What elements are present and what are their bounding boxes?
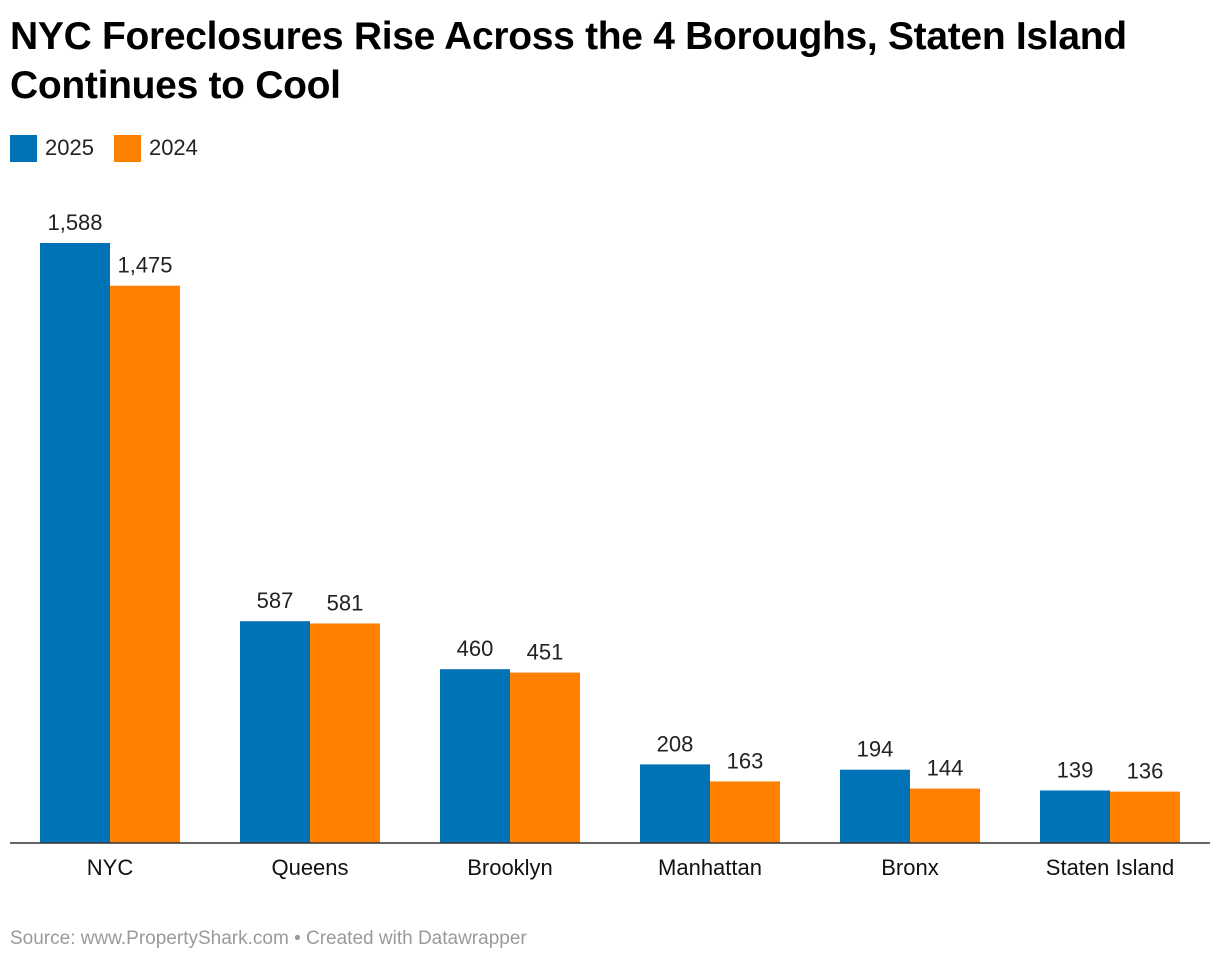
- bar-chart: 1,588 1,475 587 581 460 451 208 163 194 144 139 136…: [10, 210, 1210, 880]
- x-tick-label-bronx: Bronx: [881, 855, 938, 880]
- legend-swatch-2024: [113, 134, 141, 162]
- value-label-nyc-2024: 1,475: [117, 253, 172, 278]
- value-label-queens-2024: 581: [327, 590, 364, 615]
- x-tick-label-manhattan: Manhattan: [658, 855, 762, 880]
- bar-queens-2024: [310, 623, 380, 843]
- legend-swatch-2025: [10, 134, 37, 162]
- bar-bronx-2024: [910, 788, 980, 843]
- x-tick-label-nyc: NYC: [87, 855, 134, 880]
- x-axis-tick-labels: NYC Queens Brooklyn Manhattan Bronx Staten Is…: [87, 855, 1174, 880]
- value-label-manhattan-2025: 208: [657, 731, 694, 756]
- bar-nyc-2024: [110, 285, 180, 844]
- value-label-nyc-2025: 1,588: [47, 210, 102, 235]
- value-label-manhattan-2024: 163: [727, 748, 764, 773]
- x-tick-label-staten-island: Staten Island: [1046, 855, 1174, 880]
- value-label-staten-island-2024: 136: [1127, 759, 1164, 784]
- bar-brooklyn-2024: [510, 672, 580, 843]
- created-with: Created with Datawrapper: [306, 928, 527, 949]
- x-tick-label-queens: Queens: [271, 855, 348, 880]
- source-link[interactable]: www.PropertyShark.com: [80, 928, 289, 949]
- value-labels-group: 1,588 1,475 587 581 460 451 208 163 194 144 139 136: [47, 210, 1163, 784]
- footer: Source: www.PropertyShark.com • Created …: [10, 928, 527, 950]
- chart-title: NYC Foreclosures Rise Across the 4 Borou…: [10, 15, 1127, 107]
- bar-queens-2025: [240, 621, 310, 843]
- bar-staten-island-2024: [1110, 791, 1180, 843]
- bar-manhattan-2024: [710, 781, 780, 843]
- source-label: Source:: [10, 928, 76, 949]
- bar-brooklyn-2025: [440, 669, 510, 843]
- value-label-brooklyn-2024: 451: [527, 640, 564, 665]
- legend-item-2024: 2024: [113, 134, 198, 162]
- bar-nyc-2025: [40, 243, 110, 843]
- value-label-bronx-2025: 194: [857, 737, 894, 762]
- x-tick-label-brooklyn: Brooklyn: [467, 855, 553, 880]
- bar-staten-island-2025: [1040, 790, 1110, 843]
- bar-bronx-2025: [840, 769, 910, 843]
- value-label-queens-2025: 587: [257, 588, 294, 613]
- legend-item-2025: 2025: [10, 134, 94, 162]
- value-label-bronx-2024: 144: [927, 756, 964, 781]
- footer-separator: •: [294, 928, 301, 949]
- bar-manhattan-2025: [640, 764, 710, 843]
- legend-label-2024: 2024: [148, 135, 198, 160]
- bars-group: [40, 243, 1180, 844]
- legend-label-2025: 2025: [45, 135, 94, 160]
- legend: 2025 2024: [10, 133, 218, 163]
- value-label-brooklyn-2025: 460: [457, 636, 494, 661]
- value-label-staten-island-2025: 139: [1057, 757, 1094, 782]
